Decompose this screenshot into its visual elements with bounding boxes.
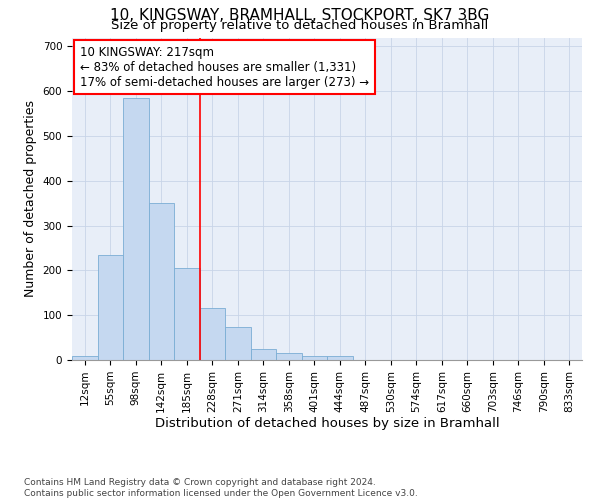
X-axis label: Distribution of detached houses by size in Bramhall: Distribution of detached houses by size … xyxy=(155,418,499,430)
Bar xyxy=(123,98,149,360)
Text: 10, KINGSWAY, BRAMHALL, STOCKPORT, SK7 3BG: 10, KINGSWAY, BRAMHALL, STOCKPORT, SK7 3… xyxy=(110,8,490,22)
Bar xyxy=(251,349,276,360)
Bar xyxy=(174,268,199,360)
Bar xyxy=(97,254,123,360)
Bar xyxy=(327,356,353,360)
Bar xyxy=(149,203,174,360)
Bar xyxy=(199,308,225,360)
Text: 10 KINGSWAY: 217sqm
← 83% of detached houses are smaller (1,331)
17% of semi-det: 10 KINGSWAY: 217sqm ← 83% of detached ho… xyxy=(80,46,369,88)
Bar xyxy=(302,356,327,360)
Bar xyxy=(276,354,302,360)
Text: Size of property relative to detached houses in Bramhall: Size of property relative to detached ho… xyxy=(112,18,488,32)
Bar xyxy=(225,328,251,360)
Bar xyxy=(72,356,97,360)
Text: Contains HM Land Registry data © Crown copyright and database right 2024.
Contai: Contains HM Land Registry data © Crown c… xyxy=(24,478,418,498)
Y-axis label: Number of detached properties: Number of detached properties xyxy=(24,100,37,297)
